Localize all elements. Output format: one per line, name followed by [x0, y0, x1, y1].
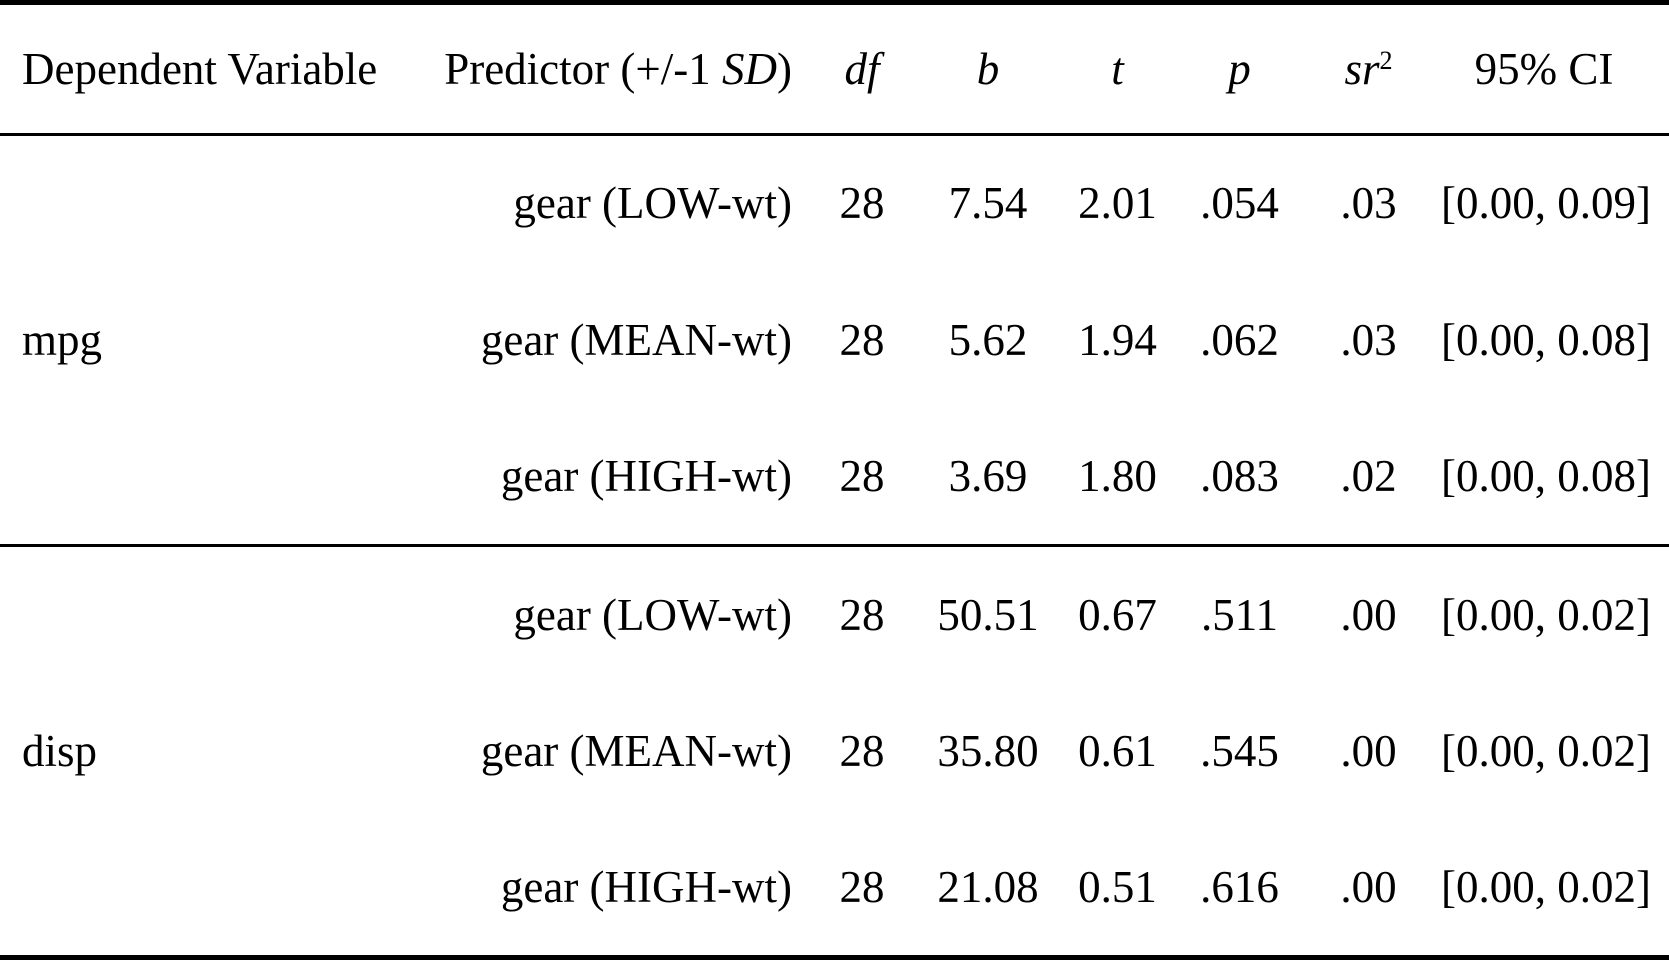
df-cell: 28	[839, 862, 885, 913]
header-row: Dependent Variable Predictor (+/-1 SD) d…	[0, 3, 1669, 135]
t-cell: 0.67	[1078, 589, 1157, 640]
col-header-predictor: Predictor (+/-1 SD)	[415, 3, 800, 135]
t-cell: 1.80	[1078, 451, 1157, 502]
ci-cell: [0.00, 0.02]	[1441, 589, 1651, 640]
predictor-cell: gear (MEAN-wt)	[480, 314, 792, 365]
col-header-df: df	[844, 43, 880, 94]
b-cell: 50.51	[937, 589, 1039, 640]
sr2-cell: .00	[1340, 589, 1397, 640]
predictor-cell: gear (HIGH-wt)	[500, 451, 792, 502]
p-cell: .511	[1200, 589, 1279, 640]
p-cell: .062	[1200, 314, 1279, 365]
predictor-header-sd: SD	[722, 43, 777, 94]
sr2-header-superscript: 2	[1379, 46, 1393, 76]
sr2-cell: .00	[1340, 862, 1397, 913]
sr2-cell: .02	[1340, 451, 1397, 502]
predictor-header-close: )	[777, 43, 792, 94]
t-cell: 0.51	[1078, 862, 1157, 913]
b-cell: 5.62	[948, 314, 1028, 365]
df-cell: 28	[839, 451, 885, 502]
b-cell: 21.08	[937, 862, 1039, 913]
ci-cell: [0.00, 0.09]	[1441, 178, 1651, 229]
ci-cell: [0.00, 0.08]	[1441, 314, 1651, 365]
dv-cell-disp: disp	[22, 725, 98, 776]
table-row: gear (MEAN-wt) 28 5.62 1.94 .062 .03 [0.…	[0, 272, 1669, 409]
df-cell: 28	[839, 589, 885, 640]
predictor-cell: gear (HIGH-wt)	[500, 862, 792, 913]
table-row: mpg gear (LOW-wt) 28 7.54 2.01 .054 .03 …	[0, 135, 1669, 362]
sr2-header-base: sr	[1344, 43, 1380, 94]
table-row: disp gear (LOW-wt) 28 50.51 0.67 .511 .0…	[0, 546, 1669, 773]
df-cell: 28	[839, 726, 885, 777]
predictor-cell: gear (LOW-wt)	[513, 589, 792, 640]
ci-cell: [0.00, 0.08]	[1441, 451, 1651, 502]
dv-cell-mpg: mpg	[22, 314, 103, 365]
predictor-cell: gear (LOW-wt)	[513, 178, 792, 229]
t-cell: 0.61	[1078, 726, 1157, 777]
b-cell: 3.69	[948, 451, 1028, 502]
sr2-cell: .03	[1340, 314, 1397, 365]
t-cell: 1.94	[1078, 314, 1157, 365]
table-row: gear (HIGH-wt) 28 21.08 0.51 .616 .00 [0…	[0, 820, 1669, 957]
col-header-b: b	[976, 43, 1000, 94]
sr2-cell: .00	[1340, 726, 1397, 777]
t-cell: 2.01	[1078, 178, 1157, 229]
df-cell: 28	[839, 314, 885, 365]
col-header-p: p	[1228, 43, 1251, 94]
predictor-cell: gear (MEAN-wt)	[480, 726, 792, 777]
predictor-header-text: Predictor (+/-1	[444, 43, 722, 94]
p-cell: .083	[1200, 451, 1279, 502]
col-header-t: t	[1111, 43, 1124, 94]
col-header-dependent-variable: Dependent Variable	[22, 43, 378, 94]
p-cell: .545	[1200, 726, 1279, 777]
b-cell: 35.80	[937, 726, 1039, 777]
ci-cell: [0.00, 0.02]	[1441, 726, 1651, 777]
col-header-sr2: sr2	[1296, 3, 1441, 135]
p-cell: .616	[1200, 862, 1279, 913]
p-cell: .054	[1200, 178, 1279, 229]
table-row: gear (MEAN-wt) 28 35.80 0.61 .545 .00 [0…	[0, 683, 1669, 820]
sr2-cell: .03	[1340, 178, 1397, 229]
col-header-ci: 95% CI	[1474, 43, 1614, 94]
table-row: gear (HIGH-wt) 28 3.69 1.80 .083 .02 [0.…	[0, 409, 1669, 546]
b-cell: 7.54	[948, 178, 1028, 229]
df-cell: 28	[839, 178, 885, 229]
ci-cell: [0.00, 0.02]	[1441, 862, 1651, 913]
